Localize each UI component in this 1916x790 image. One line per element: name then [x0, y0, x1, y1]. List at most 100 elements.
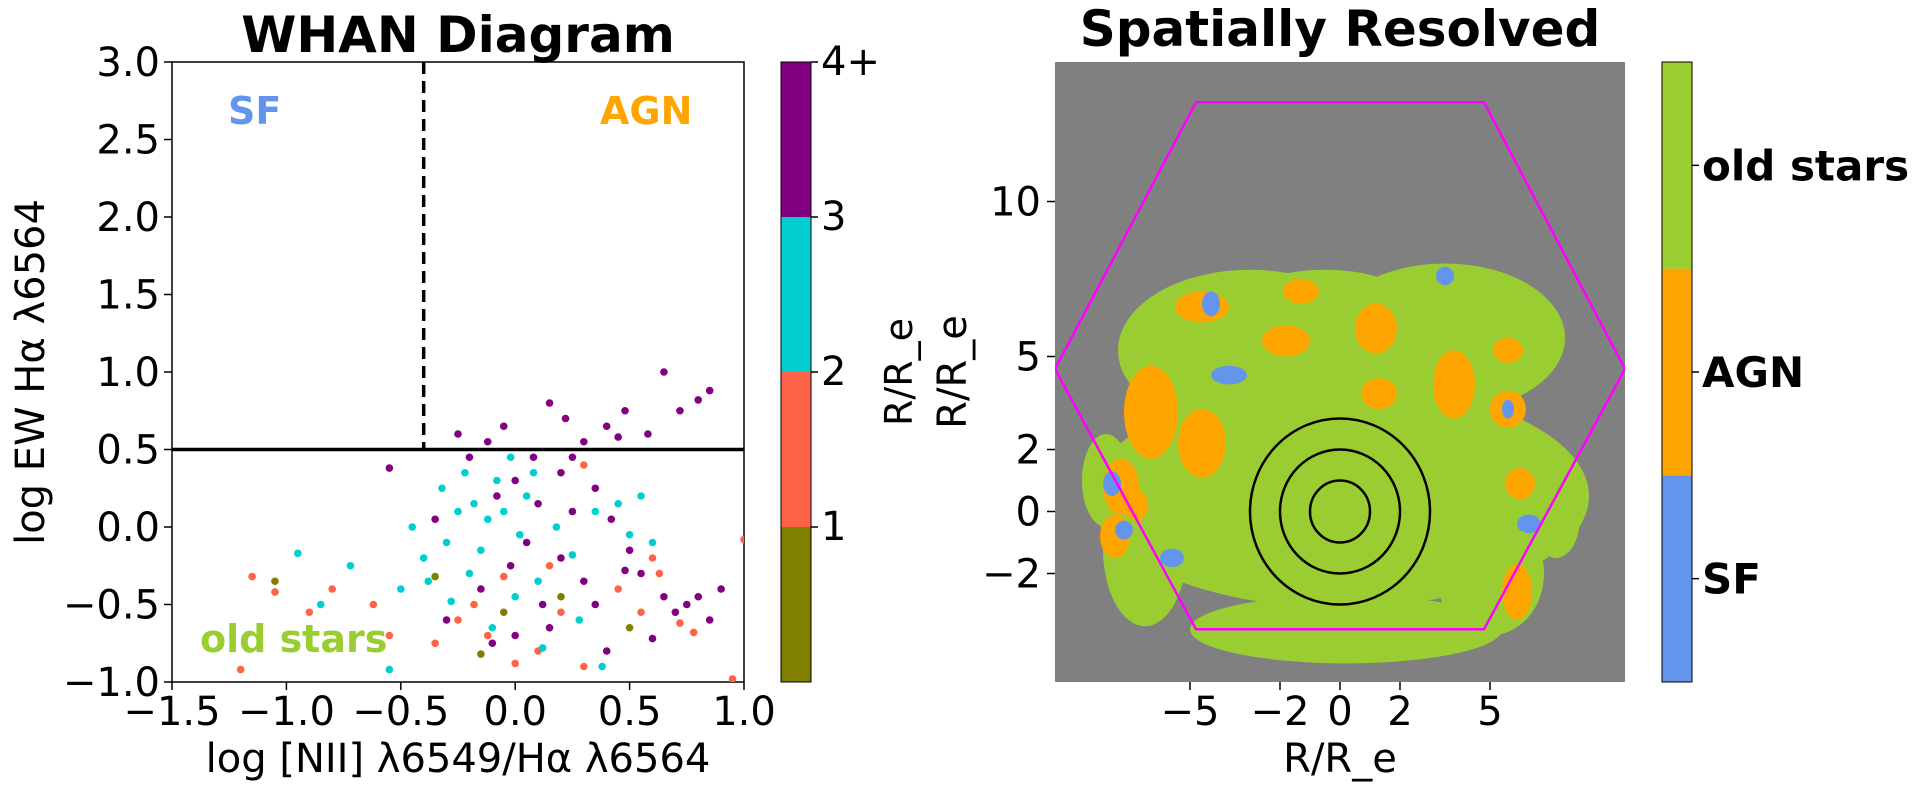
data-point	[522, 492, 531, 500]
data-point	[545, 623, 554, 632]
data-point	[385, 631, 394, 640]
radius-contour	[1278, 448, 1402, 575]
y-tick-label: 2.0	[96, 195, 160, 241]
class-region-agn	[1505, 468, 1535, 500]
data-point	[483, 631, 492, 640]
data-point	[465, 569, 474, 578]
y-tick-label: 0.5	[96, 428, 160, 474]
data-point	[499, 608, 508, 617]
x-tick-label: −2	[1251, 689, 1310, 735]
map-colorbar: SF AGN old stars	[1661, 61, 1909, 683]
data-point	[648, 538, 657, 547]
data-point	[580, 437, 588, 446]
class-region-agn	[1283, 279, 1319, 304]
x-tick-label: 0	[1327, 689, 1352, 735]
class-region-sf	[1103, 471, 1121, 496]
data-point	[506, 561, 515, 570]
data-point	[483, 515, 492, 524]
data-point	[557, 592, 565, 601]
data-point	[648, 634, 657, 643]
map-y-axis-label: R/R_e	[930, 315, 976, 429]
y-tick-label: 1.0	[96, 350, 160, 396]
y-tick-label: 2.5	[96, 118, 160, 164]
data-point	[568, 551, 577, 559]
data-point	[483, 437, 492, 446]
data-point	[369, 600, 378, 609]
data-point	[538, 600, 547, 609]
class-region-agn	[1124, 489, 1148, 521]
data-point	[602, 422, 611, 431]
data-point	[568, 507, 577, 516]
data-point	[614, 585, 622, 593]
class-region-agn	[1361, 378, 1397, 410]
colorbar-segment	[781, 217, 811, 372]
class-region-sf	[1202, 291, 1220, 317]
data-point	[557, 468, 565, 477]
x-tick-label: −1.0	[238, 689, 335, 735]
colorbar-segment	[1662, 62, 1692, 269]
data-point	[614, 499, 622, 508]
y-tick-label: −2	[982, 552, 1041, 598]
data-point	[465, 453, 474, 462]
data-point	[676, 619, 684, 627]
data-point	[568, 453, 577, 462]
class-region-agn	[1355, 303, 1397, 354]
data-point	[545, 399, 554, 407]
colorbar-segment	[1662, 268, 1692, 476]
whan-colorbar-label: R/R_e	[877, 318, 921, 426]
data-point	[515, 530, 524, 539]
class-region-sf	[1517, 514, 1541, 534]
data-point	[248, 572, 256, 581]
class-region-sf	[1160, 548, 1184, 568]
data-point	[591, 600, 600, 609]
data-point	[598, 662, 606, 671]
data-point	[477, 546, 485, 555]
class-region-agn	[1433, 350, 1475, 419]
class-region-sf	[1436, 266, 1454, 286]
map-overlay	[1055, 101, 1625, 631]
y-tick-label: 3.0	[96, 40, 160, 86]
data-point	[506, 453, 515, 462]
data-point	[671, 608, 680, 617]
radius-contour	[1308, 479, 1372, 544]
map-regions	[1082, 263, 1589, 664]
y-tick-label: −0.5	[63, 583, 160, 629]
map-title: Spatially Resolved	[1080, 0, 1601, 58]
class-region-sf	[1211, 365, 1247, 385]
data-point	[454, 616, 462, 624]
data-point	[644, 430, 652, 438]
class-region-agn	[1262, 325, 1310, 357]
data-point	[236, 665, 245, 674]
data-point	[557, 554, 565, 562]
data-point	[294, 549, 302, 558]
agn-region-label: AGN	[600, 89, 692, 133]
data-point	[454, 430, 462, 438]
data-point	[534, 499, 542, 508]
data-point	[346, 561, 355, 570]
data-point	[385, 464, 394, 472]
data-point	[454, 507, 462, 516]
data-point	[552, 523, 561, 531]
colorbar-tick-label: 2	[821, 349, 846, 395]
data-point	[522, 538, 531, 547]
data-point	[271, 588, 279, 596]
data-point	[694, 592, 703, 601]
y-tick-label: 0.0	[96, 505, 160, 551]
x-tick-label: 0.0	[483, 689, 547, 735]
data-point	[575, 616, 584, 624]
data-point	[305, 608, 314, 617]
data-point	[511, 631, 519, 640]
data-point	[461, 468, 469, 477]
data-point	[511, 476, 519, 485]
data-point	[625, 623, 634, 632]
map-x-axis-label: R/R_e	[1283, 736, 1397, 782]
data-point	[470, 600, 478, 609]
class-region-sf	[1115, 520, 1133, 540]
data-point	[705, 386, 714, 395]
old-stars-region-label: old stars	[200, 617, 387, 661]
whan-guides	[172, 62, 744, 452]
data-point	[602, 647, 611, 655]
data-point	[431, 572, 439, 581]
colorbar-tick-label: 1	[821, 504, 846, 550]
